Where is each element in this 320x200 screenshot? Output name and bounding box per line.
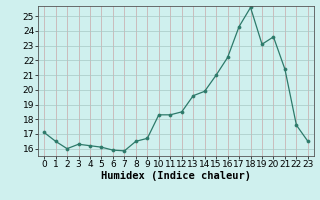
X-axis label: Humidex (Indice chaleur): Humidex (Indice chaleur) [101, 171, 251, 181]
